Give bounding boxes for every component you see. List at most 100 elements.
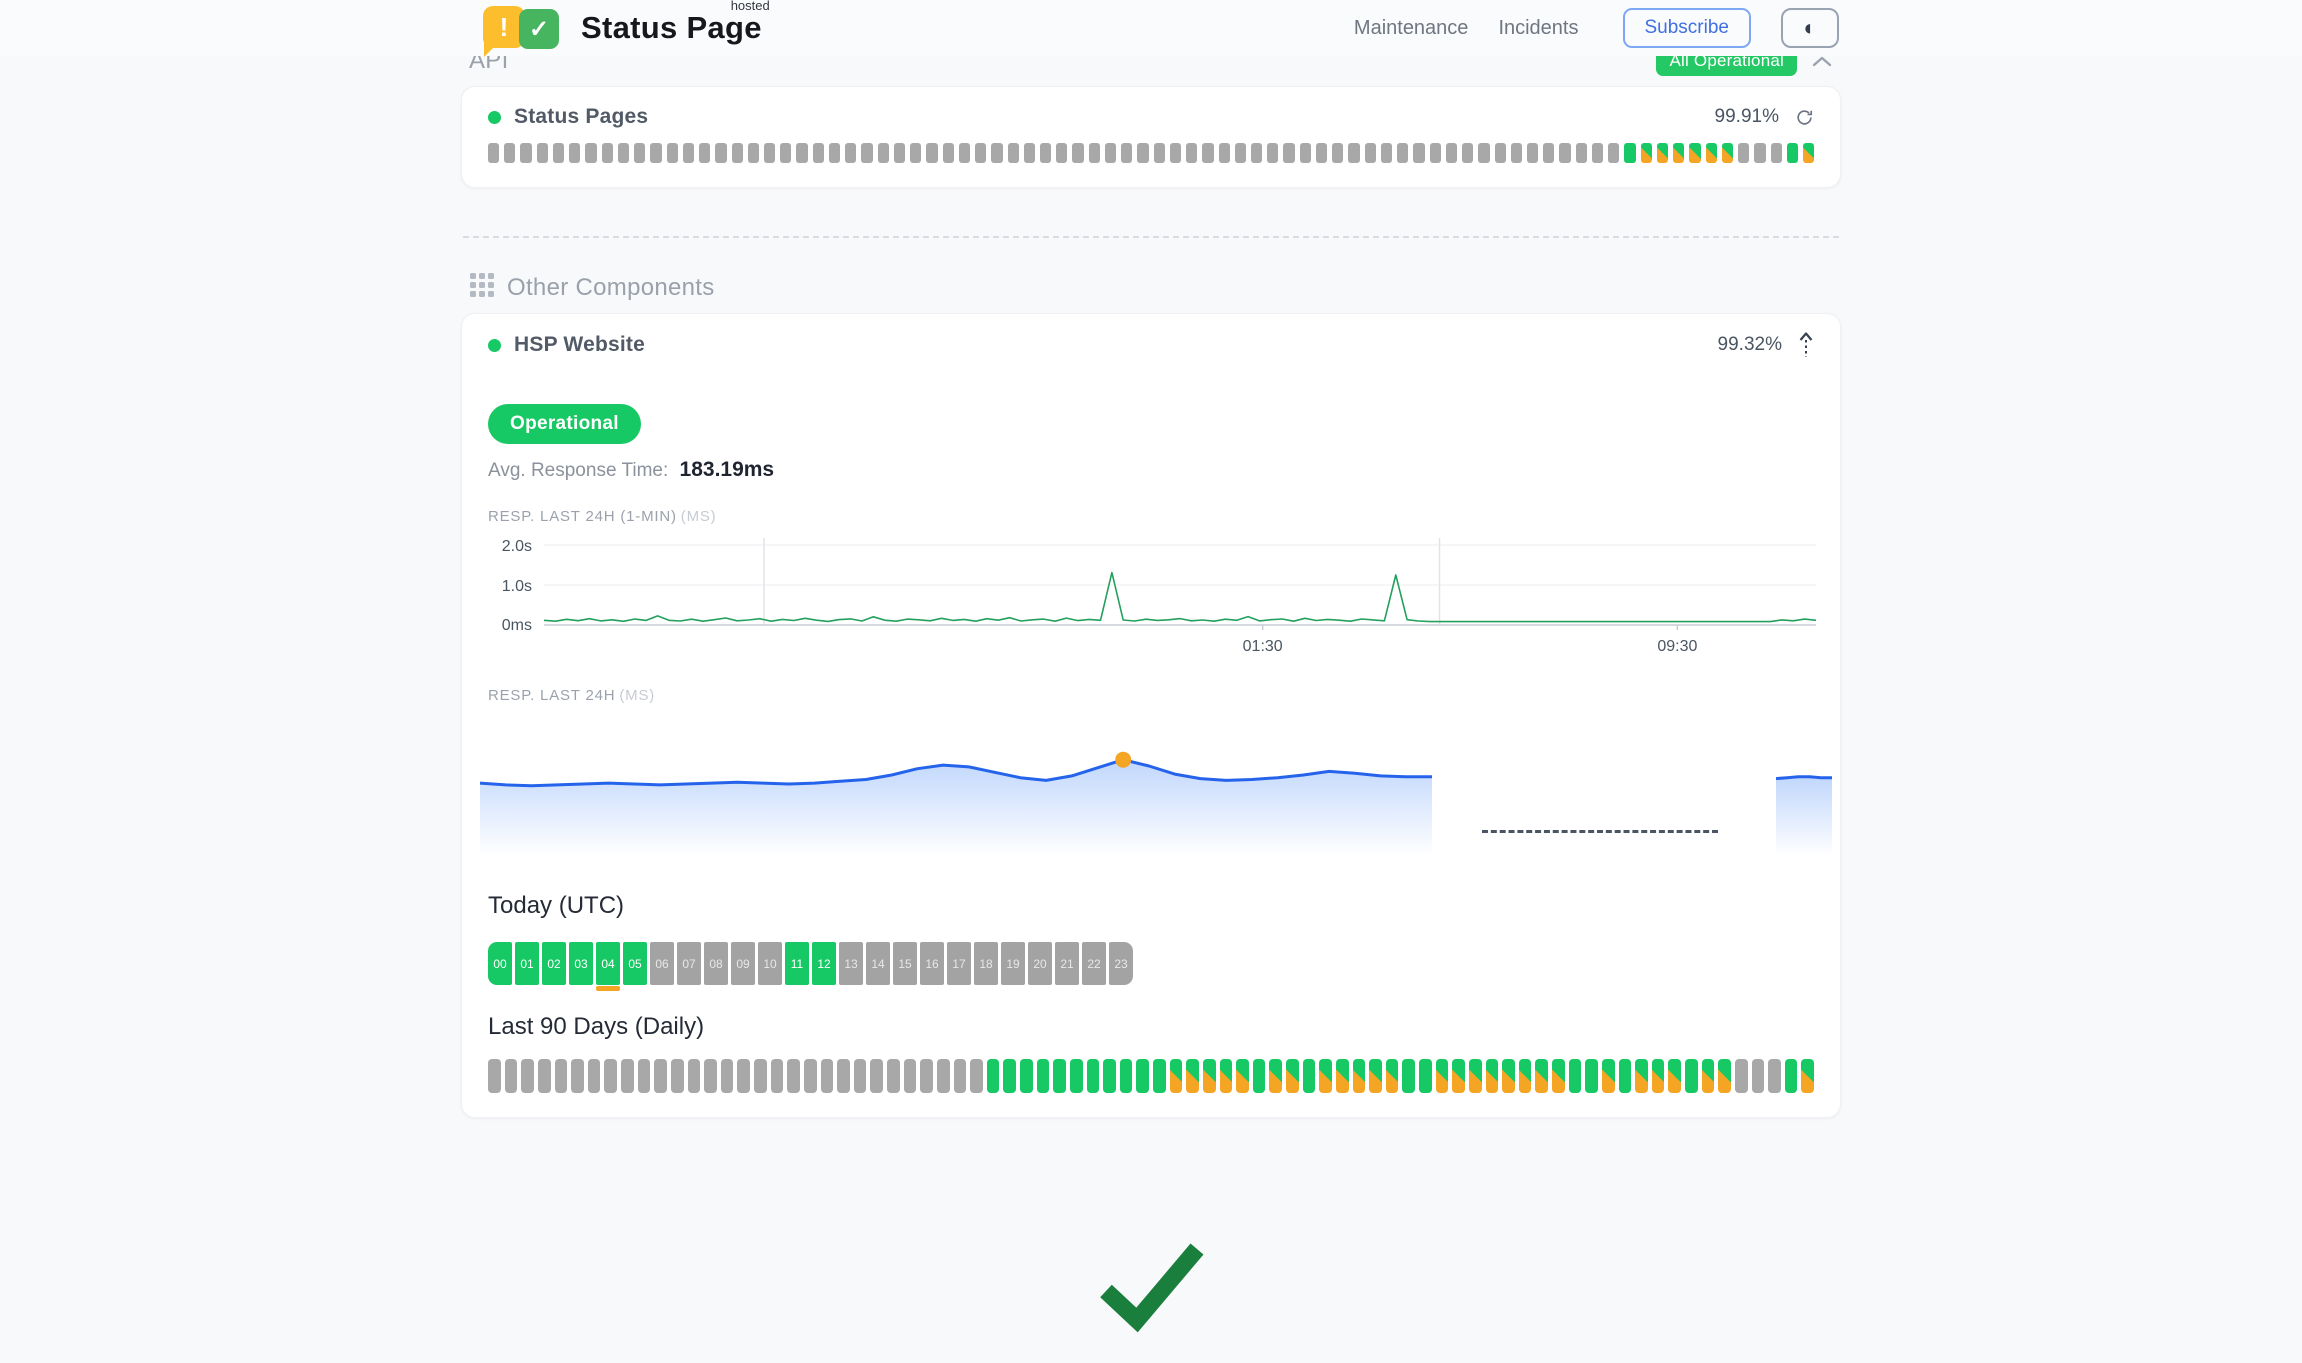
uptime-bar	[654, 1059, 667, 1093]
uptime-bar	[853, 1059, 867, 1093]
uptime-bar	[1056, 143, 1068, 163]
uptime-bar	[670, 1059, 684, 1093]
uptime-bar	[1518, 1059, 1532, 1093]
uptime-bar	[731, 143, 743, 163]
uptime-bar	[820, 1059, 834, 1093]
uptime-bar	[1786, 143, 1798, 163]
contrast-icon: ◐	[1803, 15, 1817, 40]
hour-block: 04	[596, 942, 620, 991]
big-check-icon	[1100, 1243, 1204, 1333]
uptime-bar	[763, 143, 776, 163]
dashed-divider	[463, 236, 1839, 238]
response-time-area-chart[interactable]	[480, 734, 1832, 864]
uptime-bar	[1202, 1059, 1216, 1093]
uptime-bar	[893, 143, 906, 163]
uptime-bar	[1086, 1059, 1100, 1093]
refresh-icon[interactable]	[1795, 108, 1814, 127]
grid-icon	[469, 272, 495, 303]
uptime-bar	[1591, 143, 1604, 163]
uptime-bar	[1218, 143, 1230, 163]
uptime-bar	[1236, 1059, 1249, 1093]
uptime-bar	[1462, 143, 1474, 163]
svg-text:0ms: 0ms	[502, 617, 532, 634]
uptime-bar	[1413, 143, 1425, 163]
check-glyph: ✓	[528, 15, 550, 43]
uptime-bar	[552, 143, 565, 163]
other-components-header: Other Components	[461, 272, 1841, 303]
uptime-bar	[942, 143, 954, 163]
uptime-bar	[877, 143, 889, 163]
uptime-bar	[903, 1059, 917, 1093]
uptime-bar	[953, 1059, 967, 1093]
uptime-bar	[1419, 1059, 1432, 1093]
uptime-bar	[704, 1059, 717, 1093]
uptime-bar	[504, 1059, 518, 1093]
hour-block: 05	[623, 942, 647, 985]
uptime-bar	[1169, 1059, 1183, 1093]
chart2-label: RESP. LAST 24H (MS)	[488, 687, 656, 704]
uptime-bar	[1754, 143, 1766, 163]
uptime-bar	[1618, 1059, 1632, 1093]
uptime-bar	[521, 1059, 534, 1093]
uptime-bar	[1468, 1059, 1482, 1093]
uptime-bar	[536, 143, 548, 163]
uptime-bar	[1751, 1059, 1765, 1093]
uptime-percentage: 99.32%	[1717, 334, 1782, 355]
area-chart-main	[480, 751, 1432, 856]
uptime-bar	[770, 1059, 784, 1093]
uptime-bar	[1299, 143, 1311, 163]
nav-maintenance[interactable]: Maintenance	[1353, 16, 1469, 39]
uptime-bar	[754, 1059, 767, 1093]
uptime-bar	[1568, 1059, 1582, 1093]
uptime-bar	[569, 143, 581, 163]
website-component-card: HSP Website 99.32% Operational Avg. Resp…	[461, 313, 1841, 1118]
uptime-bar-row	[488, 143, 1815, 163]
uptime-bar	[1478, 143, 1490, 163]
hour-block: 20	[1028, 942, 1052, 985]
uptime-bar	[1234, 143, 1247, 163]
uptime-bar	[975, 143, 987, 163]
hour-block: 00	[488, 942, 512, 985]
response-time-line-chart[interactable]: 2.0s 1.0s 0ms 01:30 09:30	[488, 533, 1816, 661]
theme-toggle-button[interactable]: ◐	[1781, 8, 1839, 48]
uptime-bar	[1003, 1059, 1016, 1093]
uptime-bar	[1169, 143, 1182, 163]
collapse-chevron-up-icon[interactable]	[1811, 54, 1833, 68]
hour-block: 23	[1109, 942, 1133, 985]
uptime-bar	[1072, 143, 1084, 163]
chart1-label: RESP. LAST 24H (1-MIN) (MS)	[488, 508, 717, 525]
other-components-title: Other Components	[507, 273, 715, 301]
uptime-bar	[780, 143, 792, 163]
uptime-bar	[970, 1059, 983, 1093]
chart-gap-dashed-line	[1482, 830, 1718, 833]
nav-incidents[interactable]: Incidents	[1498, 16, 1579, 39]
logo: ! ✓ Status Page hosted	[483, 0, 770, 57]
uptime-bar	[1053, 1059, 1066, 1093]
hour-block: 11	[785, 942, 809, 985]
uptime-bar	[1397, 143, 1409, 163]
uptime-bar	[1802, 143, 1815, 163]
uptime-bar	[720, 1059, 734, 1093]
subscribe-button[interactable]: Subscribe	[1622, 8, 1751, 48]
uptime-bar	[1267, 143, 1279, 163]
uptime-bar	[1219, 1059, 1233, 1093]
svg-text:1.0s: 1.0s	[502, 578, 532, 595]
uptime-bar	[1721, 143, 1734, 163]
hour-block: 01	[515, 942, 539, 985]
uptime-bar	[1036, 1059, 1050, 1093]
uptime-bar	[571, 1059, 584, 1093]
uptime-bar	[1502, 1059, 1515, 1093]
area-chart-tail	[1776, 775, 1832, 856]
uptime-bar	[1186, 143, 1198, 163]
uptime-bar	[1601, 1059, 1615, 1093]
hour-block: 12	[812, 942, 836, 985]
uptime-bar	[617, 143, 630, 163]
uptime-bar	[1685, 1059, 1698, 1093]
uptime-bar	[1402, 1059, 1415, 1093]
uptime-bar	[1269, 1059, 1282, 1093]
uptime-bar	[1369, 1059, 1382, 1093]
uptime-bar	[1435, 1059, 1449, 1093]
collapse-arrow-up-icon[interactable]	[1798, 332, 1814, 358]
hour-block: 18	[974, 942, 998, 985]
uptime-bar	[488, 1059, 501, 1093]
